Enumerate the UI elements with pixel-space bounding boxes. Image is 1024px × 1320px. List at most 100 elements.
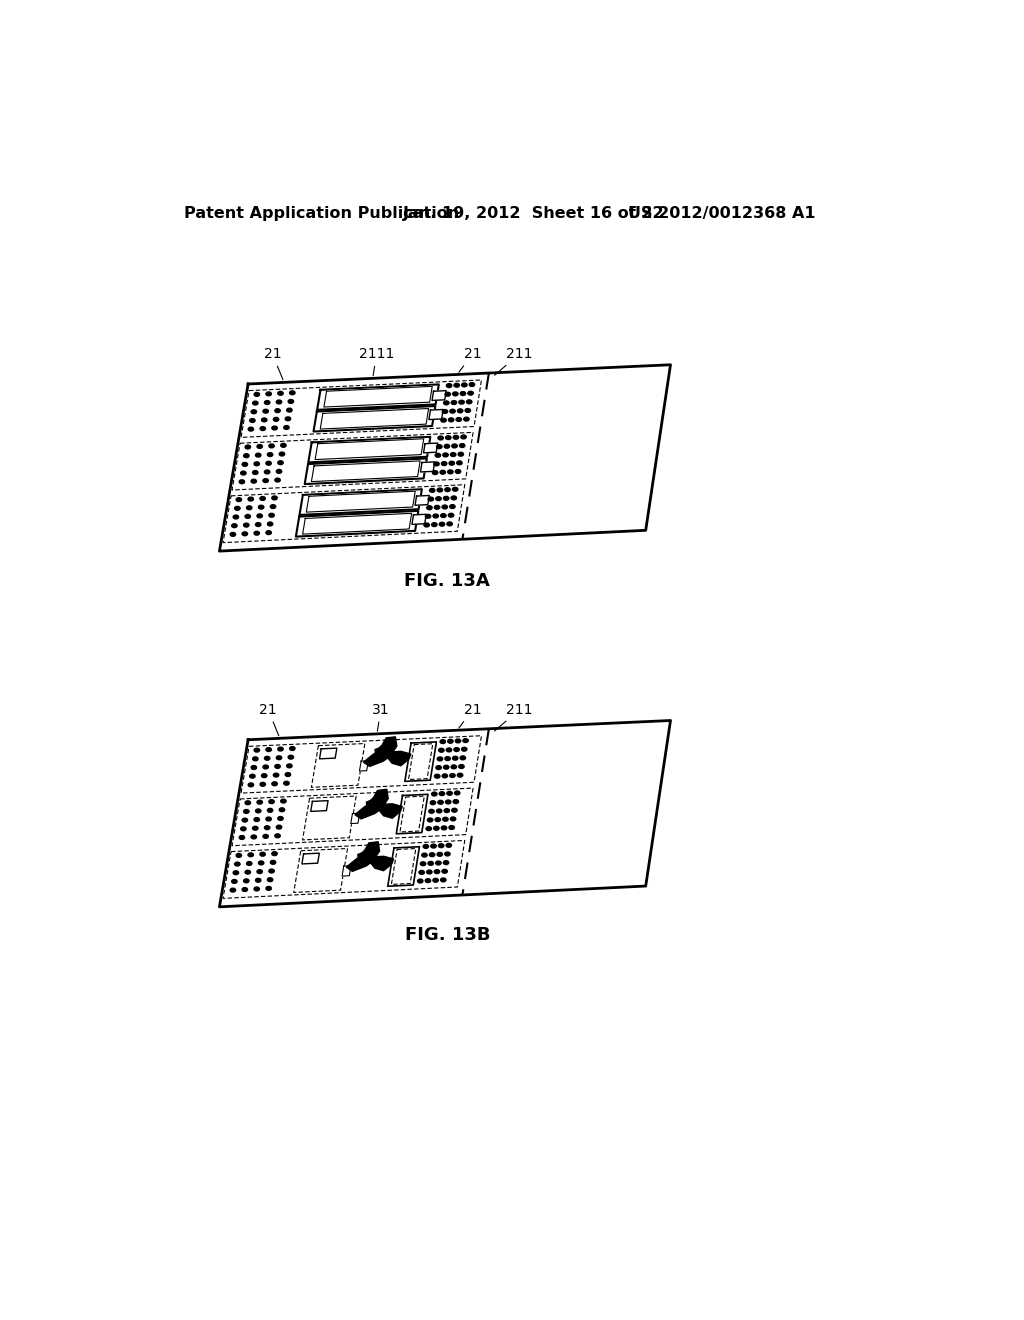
Polygon shape	[219, 364, 671, 552]
Ellipse shape	[251, 836, 256, 838]
Ellipse shape	[451, 453, 456, 457]
Ellipse shape	[276, 825, 282, 829]
Ellipse shape	[237, 854, 242, 857]
Ellipse shape	[438, 748, 444, 752]
Ellipse shape	[458, 409, 463, 413]
Ellipse shape	[454, 436, 459, 440]
Text: 31: 31	[372, 702, 390, 731]
Ellipse shape	[230, 532, 236, 536]
Ellipse shape	[443, 496, 449, 500]
Ellipse shape	[248, 498, 253, 502]
Ellipse shape	[451, 817, 456, 821]
Ellipse shape	[440, 878, 446, 882]
Ellipse shape	[251, 766, 257, 770]
Polygon shape	[359, 760, 369, 771]
Ellipse shape	[444, 487, 451, 491]
Ellipse shape	[450, 774, 455, 777]
Ellipse shape	[266, 747, 271, 751]
Ellipse shape	[245, 870, 251, 874]
Ellipse shape	[434, 775, 440, 779]
Ellipse shape	[443, 861, 449, 865]
Polygon shape	[313, 407, 435, 432]
Ellipse shape	[452, 444, 458, 447]
Ellipse shape	[434, 462, 439, 466]
Ellipse shape	[256, 809, 261, 813]
Ellipse shape	[456, 470, 461, 474]
Ellipse shape	[240, 836, 245, 840]
Ellipse shape	[242, 532, 248, 536]
Text: Jan. 19, 2012  Sheet 16 of 22: Jan. 19, 2012 Sheet 16 of 22	[403, 206, 665, 222]
Ellipse shape	[261, 418, 267, 422]
Ellipse shape	[284, 781, 289, 785]
Polygon shape	[412, 515, 426, 524]
Ellipse shape	[442, 817, 449, 821]
Ellipse shape	[429, 488, 435, 492]
Ellipse shape	[427, 870, 432, 874]
Ellipse shape	[440, 513, 446, 517]
Ellipse shape	[452, 496, 457, 500]
Ellipse shape	[240, 480, 245, 483]
Polygon shape	[319, 748, 337, 759]
Ellipse shape	[446, 792, 453, 795]
Polygon shape	[302, 853, 319, 863]
Ellipse shape	[444, 445, 450, 449]
Ellipse shape	[446, 843, 452, 847]
Ellipse shape	[257, 870, 262, 874]
Ellipse shape	[231, 524, 238, 528]
Ellipse shape	[253, 826, 258, 830]
Ellipse shape	[449, 513, 454, 517]
Ellipse shape	[231, 879, 238, 883]
Ellipse shape	[288, 755, 294, 759]
Text: FIG. 13A: FIG. 13A	[404, 572, 490, 590]
Ellipse shape	[271, 496, 278, 500]
Polygon shape	[311, 461, 420, 482]
Ellipse shape	[456, 417, 462, 421]
Ellipse shape	[257, 513, 262, 517]
Ellipse shape	[443, 401, 450, 405]
Ellipse shape	[428, 498, 433, 502]
Ellipse shape	[453, 800, 459, 804]
Polygon shape	[308, 437, 430, 462]
Ellipse shape	[453, 392, 458, 396]
Ellipse shape	[281, 799, 286, 803]
Ellipse shape	[445, 436, 451, 440]
Ellipse shape	[258, 861, 264, 865]
Ellipse shape	[423, 845, 429, 849]
Ellipse shape	[290, 391, 295, 395]
Ellipse shape	[425, 879, 431, 883]
Ellipse shape	[280, 808, 285, 812]
Ellipse shape	[242, 818, 248, 822]
Ellipse shape	[443, 766, 449, 770]
Ellipse shape	[248, 853, 253, 857]
Ellipse shape	[254, 462, 259, 466]
Ellipse shape	[429, 853, 435, 857]
Ellipse shape	[266, 531, 271, 535]
Ellipse shape	[435, 817, 440, 821]
Ellipse shape	[237, 498, 242, 502]
Ellipse shape	[269, 800, 274, 804]
Ellipse shape	[462, 747, 467, 751]
Ellipse shape	[242, 887, 248, 891]
Ellipse shape	[438, 843, 443, 847]
Ellipse shape	[241, 826, 246, 830]
Polygon shape	[429, 409, 443, 420]
Ellipse shape	[274, 409, 281, 413]
Ellipse shape	[427, 506, 432, 510]
Polygon shape	[306, 491, 415, 512]
Ellipse shape	[278, 461, 284, 465]
Ellipse shape	[429, 809, 434, 813]
Ellipse shape	[452, 764, 457, 768]
Ellipse shape	[465, 409, 470, 412]
Ellipse shape	[438, 800, 443, 804]
Ellipse shape	[267, 808, 272, 812]
Ellipse shape	[245, 445, 251, 449]
Ellipse shape	[264, 400, 270, 404]
Ellipse shape	[234, 862, 240, 866]
Ellipse shape	[267, 521, 272, 525]
Ellipse shape	[233, 871, 239, 875]
Polygon shape	[296, 511, 419, 537]
Ellipse shape	[442, 870, 447, 874]
Ellipse shape	[276, 400, 282, 404]
Ellipse shape	[244, 809, 249, 813]
Ellipse shape	[251, 479, 256, 483]
